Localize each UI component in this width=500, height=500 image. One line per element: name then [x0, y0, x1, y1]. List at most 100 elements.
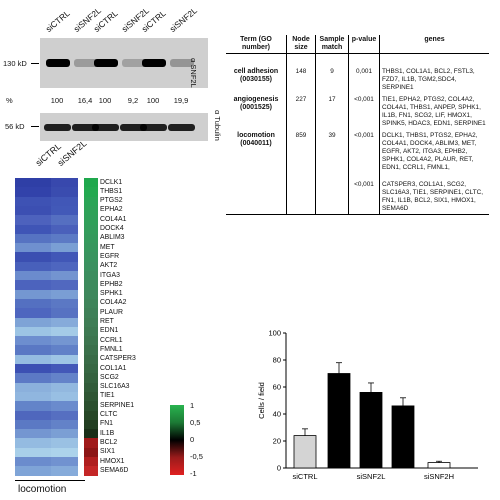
heatmap-cell-ctrl	[15, 364, 51, 374]
heatmap-cell-snf2l	[51, 261, 78, 272]
blot-percentage: 100	[98, 96, 112, 105]
bar	[359, 392, 383, 469]
go-term-table: Term (GO number) Node size Sample match …	[226, 35, 489, 215]
cell-p: <0,001	[348, 173, 380, 215]
heatmap-cell-snf2l	[51, 252, 78, 263]
heatmap-cell-ratio	[84, 391, 98, 402]
marker-top: 130 kD	[3, 59, 27, 68]
heatmap-cell-snf2l	[51, 345, 78, 356]
header-term: Term (GO number)	[226, 35, 287, 54]
snf2l-band	[74, 59, 98, 67]
heatmap-cell-ctrl	[15, 289, 51, 300]
heatmap-cell-ratio	[84, 419, 98, 430]
heatmap-cell-ctrl	[15, 233, 51, 244]
heatmap-cell-snf2l	[51, 429, 78, 439]
heatmap-cell-snf2l	[51, 298, 78, 309]
heatmap-gene-label: THBS1	[100, 187, 123, 195]
y-tick-label: 80	[273, 356, 281, 365]
heatmap-cell-snf2l	[51, 354, 78, 365]
table-row: <0,001 CATSPER3, COL1A1, SCG2, SLC16A3, T…	[226, 173, 489, 215]
heatmap-cell-ctrl	[15, 178, 51, 188]
heatmap-cell-ctrl	[15, 308, 51, 318]
y-axis-label: Cells / field	[257, 382, 266, 419]
heatmap-cell-ctrl	[15, 271, 51, 281]
heatmap-cell-ratio	[84, 233, 98, 244]
heatmap-col-label-snf: siSNF2L	[55, 138, 89, 168]
heatmap-cell-ctrl	[15, 354, 51, 365]
heatmap-cell-snf2l	[51, 364, 78, 374]
cell-node: 859	[286, 129, 316, 173]
heatmap-gene-label: IL1B	[100, 429, 115, 437]
table-row: locomotion (0040011) 859 39 <0,001 DCLK1, TH…	[226, 129, 489, 173]
heatmap-cell-ratio	[84, 317, 98, 328]
heatmap-gene-label: COL1A1	[100, 364, 127, 372]
heatmap-cell-snf2l	[51, 215, 78, 225]
heatmap-gene-label: EDN1	[100, 327, 119, 335]
heatmap-cell-ctrl	[15, 447, 51, 458]
heatmap-cell-snf2l	[51, 178, 78, 188]
heatmap-gene-label: SIX1	[100, 448, 115, 456]
cell-genes: CATSPER3, COL1A1, SCG2, SLC16A3, TIE1, S…	[379, 173, 489, 215]
heatmap-cell-ratio	[84, 178, 98, 188]
heatmap-cell-ratio	[84, 336, 98, 346]
heatmap-cell-ratio	[84, 373, 98, 383]
heatmap-cell-ratio	[84, 466, 98, 476]
heatmap-cell-ratio	[84, 224, 98, 235]
heatmap-cell-ratio	[84, 438, 98, 449]
y-tick-label: 20	[273, 437, 281, 446]
heatmap-cell-ctrl	[15, 419, 51, 430]
snf2l-band	[170, 59, 194, 67]
heatmap-gene-label: PLAUR	[100, 308, 123, 316]
heatmap-cell-snf2l	[51, 457, 78, 467]
bar	[327, 373, 351, 469]
heatmap-gene-label: SCG2	[100, 373, 119, 381]
bar	[427, 462, 451, 469]
y-tick-label: 0	[277, 464, 281, 473]
heatmap-cell-ctrl	[15, 326, 51, 337]
heatmap-cell-snf2l	[51, 196, 78, 207]
blot-percentage: 9,2	[127, 96, 139, 105]
tubulin-band	[120, 124, 147, 131]
marker-bottom: 56 kD	[5, 122, 25, 131]
heatmap-cell-snf2l	[51, 243, 78, 253]
heatmap-cell-snf2l	[51, 233, 78, 244]
bar	[391, 405, 415, 469]
heatmap-cell-ctrl	[15, 391, 51, 402]
heatmap-cell-snf2l	[51, 410, 78, 421]
snf2l-band	[122, 59, 146, 67]
heatmap-cell-snf2l	[51, 326, 78, 337]
heatmap-cell-snf2l	[51, 419, 78, 430]
heatmap-cell-ratio	[84, 354, 98, 365]
heatmap-gene-label: CCRL1	[100, 336, 123, 344]
heatmap-cell-ratio	[84, 196, 98, 207]
cell-p: <0,001	[348, 93, 380, 129]
header-sample-match: Sample match	[315, 35, 349, 54]
marker-bottom-tick	[31, 126, 39, 127]
heatmap-cell-ctrl	[15, 224, 51, 235]
heatmap-cell-snf2l	[51, 187, 78, 197]
heatmap-caption: locomotion	[18, 484, 67, 495]
heatmap-cell-ctrl	[15, 317, 51, 328]
cell-p: <0,001	[348, 129, 380, 173]
heatmap-gene-label: CLTC	[100, 411, 118, 418]
heatmap-cell-snf2l	[51, 438, 78, 449]
heatmap-gene-label: AKT2	[100, 262, 118, 270]
table-row: cell adhesion (0030155) 148 9 0,001 THBS1, C…	[226, 53, 489, 93]
colorbar	[170, 405, 184, 475]
cell-match: 39	[315, 129, 349, 173]
heatmap-cell-ctrl	[15, 205, 51, 216]
heatmap-cell-ctrl	[15, 438, 51, 449]
header-node-size: Node size	[286, 35, 316, 54]
x-tick-label: siCTRL	[292, 472, 317, 481]
heatmap-cell-ratio	[84, 271, 98, 281]
heatmap-gene-label: SERPINE1	[100, 401, 135, 409]
heatmap-cell-ctrl	[15, 410, 51, 421]
antibody-top-label: α SNF2L	[189, 58, 198, 88]
heatmap-gene-label: TIE1	[100, 392, 115, 400]
heatmap-gene-label: FN1	[100, 420, 114, 428]
cell-match: 9	[315, 53, 349, 93]
y-tick-label: 40	[273, 410, 281, 419]
cell-term: angiogenesis (0001525)	[226, 93, 287, 129]
snf2l-band	[142, 59, 166, 67]
heatmap-cell-snf2l	[51, 289, 78, 300]
